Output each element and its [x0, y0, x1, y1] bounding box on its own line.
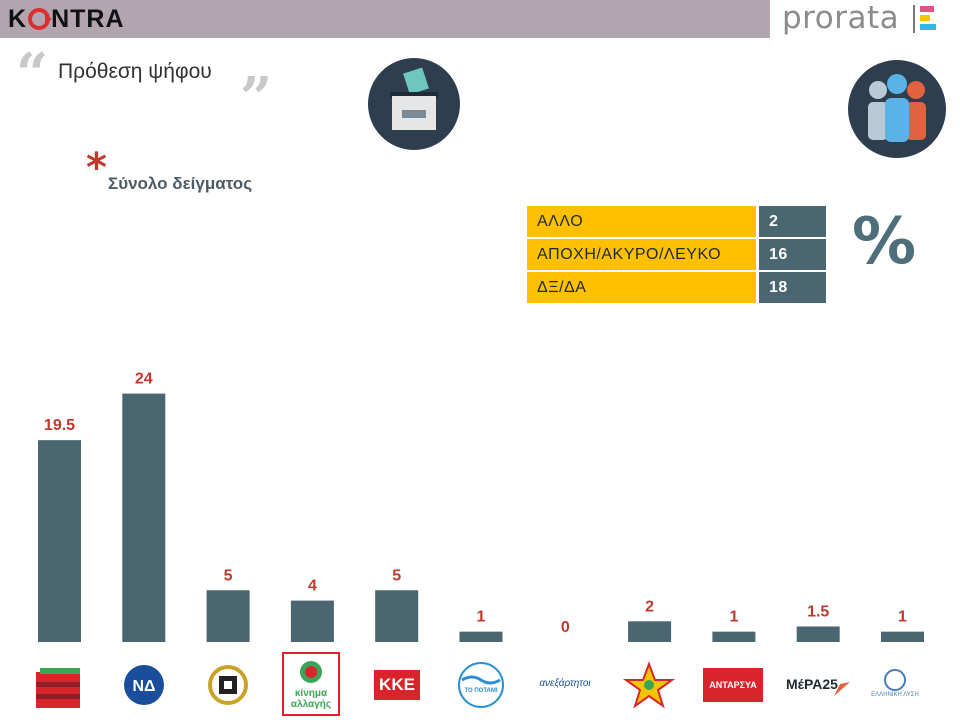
bar-value-label: 19.5 — [44, 417, 75, 434]
potami-logo: ΤΟ ΠΟΤΑΜΙ — [450, 654, 512, 716]
potami-logo-text: ΤΟ ΠΟΤΑΜΙ — [464, 688, 498, 694]
antarsya-logo-text: ΑΝΤΑΡΣΥΑ — [709, 680, 757, 690]
kinal-logo: κίνημα αλλαγής — [282, 652, 340, 716]
vote-intention-chart: 19.5 24 5 4 5 1 0 2 1 1.5 1 — [38, 371, 924, 642]
bar-value-label: 1 — [898, 609, 907, 626]
enosi-kentroon-logo — [618, 654, 680, 716]
play-icon — [28, 8, 53, 30]
table-row: ΑΠΟΧΗ/ΑΚΥΡΟ/ΛΕΥΚΟ 16 — [527, 239, 826, 270]
people-icon — [848, 60, 946, 158]
table-row: ΑΛΛΟ 2 — [527, 206, 826, 237]
bar — [375, 590, 419, 642]
anel-logo: ανεξάρτητοι — [530, 654, 600, 716]
golden-dawn-logo — [197, 654, 259, 716]
syriza-logo — [28, 654, 90, 716]
mera25-logo: ΜέΡΑ25 — [784, 654, 854, 716]
open-quote-icon: “ — [16, 41, 49, 107]
ballot-box-icon — [368, 58, 460, 150]
kinal-logo-text: κίνημα αλλαγής — [290, 688, 332, 710]
prorata-bars-icon — [920, 6, 936, 33]
elliniki-lysi-logo-text: ΕΛΛΗΝΙΚΗ ΛΥΣΗ — [871, 692, 919, 698]
bar — [628, 621, 672, 642]
bar — [881, 631, 924, 642]
close-quote-icon: ” — [240, 65, 273, 131]
bar-value-label: 5 — [392, 567, 401, 584]
kke-logo-text: ΚΚΕ — [379, 675, 415, 694]
prorata-logo: prorata — [770, 0, 960, 38]
page-title: Πρόθεση ψήφου — [58, 60, 212, 83]
prorata-wordmark: prorata — [782, 0, 900, 36]
table-value: 16 — [756, 239, 826, 270]
bar-value-label: 1.5 — [807, 603, 829, 620]
bar-value-label: 4 — [308, 578, 317, 595]
bar-value-label: 1 — [729, 609, 738, 626]
bar — [122, 393, 166, 642]
table-value: 2 — [756, 206, 826, 237]
prorata-separator — [913, 5, 915, 33]
bar — [796, 626, 840, 642]
table-label: ΑΛΛΟ — [527, 206, 756, 237]
other-table: ΑΛΛΟ 2 ΑΠΟΧΗ/ΑΚΥΡΟ/ΛΕΥΚΟ 16 ΔΞ/ΔΑ 18 — [527, 204, 826, 305]
sample-label: Σύνολο δείγματος — [108, 174, 253, 193]
bar-value-label: 1 — [477, 609, 486, 626]
bar — [712, 631, 756, 642]
bar-value-label: 0 — [561, 619, 570, 636]
bar — [459, 631, 503, 642]
header-band: K NTRA prorata — [0, 0, 960, 38]
bar — [38, 440, 81, 642]
bar — [290, 600, 334, 642]
nd-logo: ΝΔ — [113, 654, 175, 716]
table-label: ΔΞ/ΔΑ — [527, 272, 756, 303]
anel-logo-text: ανεξάρτητοι — [539, 678, 591, 689]
asterisk-mark: * — [86, 145, 107, 191]
bar-value-label: 5 — [224, 567, 233, 584]
table-row: ΔΞ/ΔΑ 18 — [527, 272, 826, 303]
bar-value-label: 24 — [135, 371, 153, 388]
percent-icon: % — [852, 205, 917, 279]
bar — [206, 590, 250, 642]
mera25-logo-text: ΜέΡΑ25 — [786, 676, 838, 692]
svg-text:ΝΔ: ΝΔ — [132, 678, 155, 695]
bar-value-label: 2 — [645, 598, 654, 615]
table-value: 18 — [756, 272, 826, 303]
table-label: ΑΠΟΧΗ/ΑΚΥΡΟ/ΛΕΥΚΟ — [527, 239, 756, 270]
antarsya-logo: ΑΝΤΑΡΣΥΑ — [702, 654, 764, 716]
elliniki-lysi-logo: ΕΛΛΗΝΙΚΗ ΛΥΣΗ — [864, 654, 926, 716]
kke-logo: ΚΚΕ — [366, 654, 428, 716]
kontra-logo: K NTRA — [8, 5, 125, 33]
